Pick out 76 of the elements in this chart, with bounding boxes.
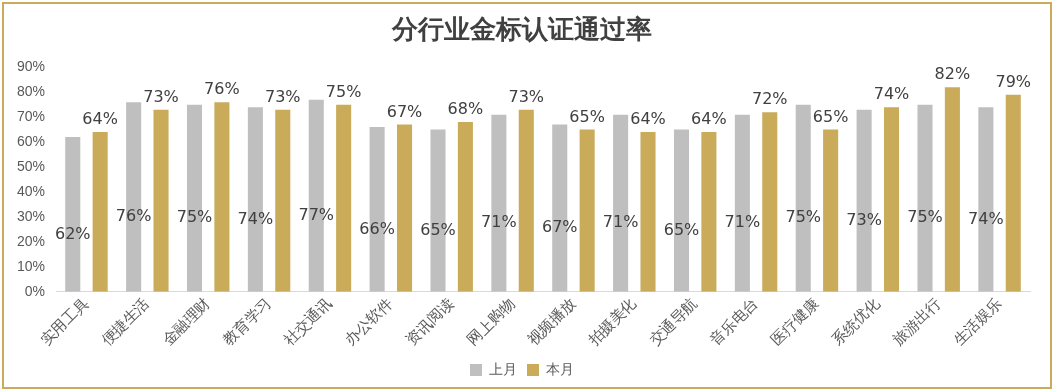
- y-tick-label: 0%: [24, 282, 46, 299]
- data-label: 73%: [143, 86, 179, 106]
- y-tick-label: 30%: [16, 207, 46, 224]
- x-tick-label: 教育学习: [219, 294, 275, 350]
- x-tick-label: 拍摄美化: [584, 294, 640, 350]
- data-label: 72%: [751, 89, 788, 109]
- data-label: 76%: [115, 206, 152, 226]
- data-label: 71%: [481, 212, 517, 232]
- data-label: 82%: [934, 64, 971, 84]
- data-label: 74%: [237, 208, 274, 228]
- data-label: 68%: [447, 99, 484, 119]
- x-tick-label: 系统优化: [828, 294, 884, 350]
- bar: [944, 87, 960, 292]
- bar: [1005, 94, 1021, 292]
- bar: [762, 112, 778, 292]
- x-tick-label: 交通导航: [645, 294, 701, 350]
- y-tick-label: 10%: [16, 257, 46, 274]
- data-label: 79%: [995, 71, 1032, 91]
- y-tick-label: 40%: [16, 182, 46, 199]
- x-tick-label: 视频播放: [523, 294, 580, 350]
- bar: [457, 122, 473, 292]
- bar: [701, 132, 717, 292]
- bar: [883, 107, 900, 292]
- x-tick-label: 旅游出行: [889, 294, 945, 350]
- data-label: 66%: [359, 218, 395, 238]
- x-tick-label: 金融理财: [158, 294, 214, 350]
- legend-label: 本月: [546, 360, 574, 377]
- y-tick-label: 50%: [16, 157, 46, 174]
- y-tick-label: 70%: [16, 107, 46, 124]
- data-label: 71%: [724, 212, 761, 232]
- x-tick-label: 社交通讯: [280, 294, 336, 350]
- data-label: 65%: [420, 219, 456, 239]
- x-tick-label: 音乐电台: [706, 294, 762, 350]
- data-label: 73%: [846, 209, 882, 229]
- bar: [275, 109, 291, 292]
- data-label: 74%: [873, 84, 910, 104]
- bar: [92, 132, 108, 292]
- data-label: 75%: [785, 207, 822, 227]
- x-tick-label: 办公软件: [341, 294, 397, 350]
- bar: [579, 129, 595, 292]
- data-label: 76%: [204, 79, 240, 99]
- data-label: 71%: [602, 212, 639, 232]
- data-label: 77%: [298, 204, 335, 224]
- data-label: 67%: [386, 101, 423, 121]
- data-label: 64%: [691, 109, 727, 129]
- data-label: 75%: [325, 81, 362, 101]
- chart-title: 分行业金标认证通过率: [391, 14, 652, 45]
- data-label: 62%: [54, 223, 91, 243]
- data-label: 64%: [630, 109, 666, 129]
- y-tick-label: 80%: [16, 83, 46, 100]
- bar: [336, 104, 352, 292]
- data-label: 65%: [569, 106, 605, 126]
- data-label: 73%: [264, 86, 301, 106]
- y-tick-label: 20%: [16, 232, 46, 249]
- data-label: 75%: [907, 207, 943, 227]
- data-label: 67%: [541, 217, 578, 237]
- bar: [823, 129, 839, 292]
- bar: [396, 124, 413, 292]
- data-label: 64%: [82, 109, 118, 129]
- bar: [214, 102, 230, 292]
- x-tick-label: 网上购物: [463, 294, 519, 350]
- data-label: 65%: [812, 106, 849, 126]
- y-tick-label: 90%: [16, 58, 46, 75]
- legend-label: 上月: [489, 360, 517, 377]
- x-tick-label: 医疗健康: [767, 294, 823, 350]
- data-label: 65%: [663, 219, 700, 239]
- x-tick-label: 资讯阅读: [402, 294, 458, 350]
- data-label: 74%: [968, 208, 1004, 228]
- bar: [153, 109, 169, 292]
- data-label: 75%: [176, 207, 213, 227]
- bar: [640, 132, 656, 292]
- data-label: 73%: [508, 86, 545, 106]
- x-tick-label: 生活娱乐: [949, 294, 1006, 350]
- y-tick-label: 60%: [16, 132, 46, 149]
- x-tick-label: 便捷生活: [97, 294, 153, 350]
- bar: [518, 109, 534, 292]
